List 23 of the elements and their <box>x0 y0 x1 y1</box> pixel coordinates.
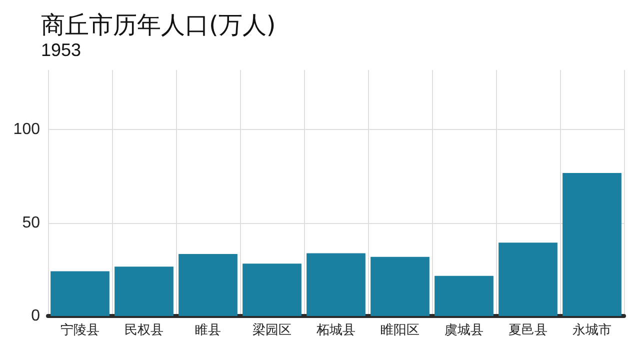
x-tick-label: 永城市 <box>572 322 612 338</box>
y-tick-label: 50 <box>22 214 40 232</box>
bar <box>114 266 174 316</box>
bar <box>242 264 302 316</box>
chart-title: 商丘市历年人口(万人) <box>41 11 276 39</box>
chart-subtitle: 1953 <box>41 40 82 60</box>
x-tick-label: 民权县 <box>124 323 164 338</box>
x-tick-label: 睢县 <box>195 323 221 338</box>
x-tick-label: 梁园区 <box>252 322 292 338</box>
y-tick-label: 100 <box>13 121 40 138</box>
bar <box>434 276 494 316</box>
bar <box>498 242 558 316</box>
x-tick-label: 柘城县 <box>316 323 356 338</box>
bar <box>50 271 110 316</box>
bar <box>178 254 238 316</box>
bar <box>306 253 366 316</box>
bar <box>562 173 622 316</box>
x-tick-label: 虞城县 <box>444 323 484 338</box>
x-tick-label: 宁陵县 <box>60 322 100 338</box>
y-tick-label: 0 <box>31 308 40 324</box>
x-tick-label: 睢阳区 <box>380 323 420 338</box>
x-tick-label: 夏邑县 <box>508 323 548 338</box>
bar <box>370 256 430 316</box>
